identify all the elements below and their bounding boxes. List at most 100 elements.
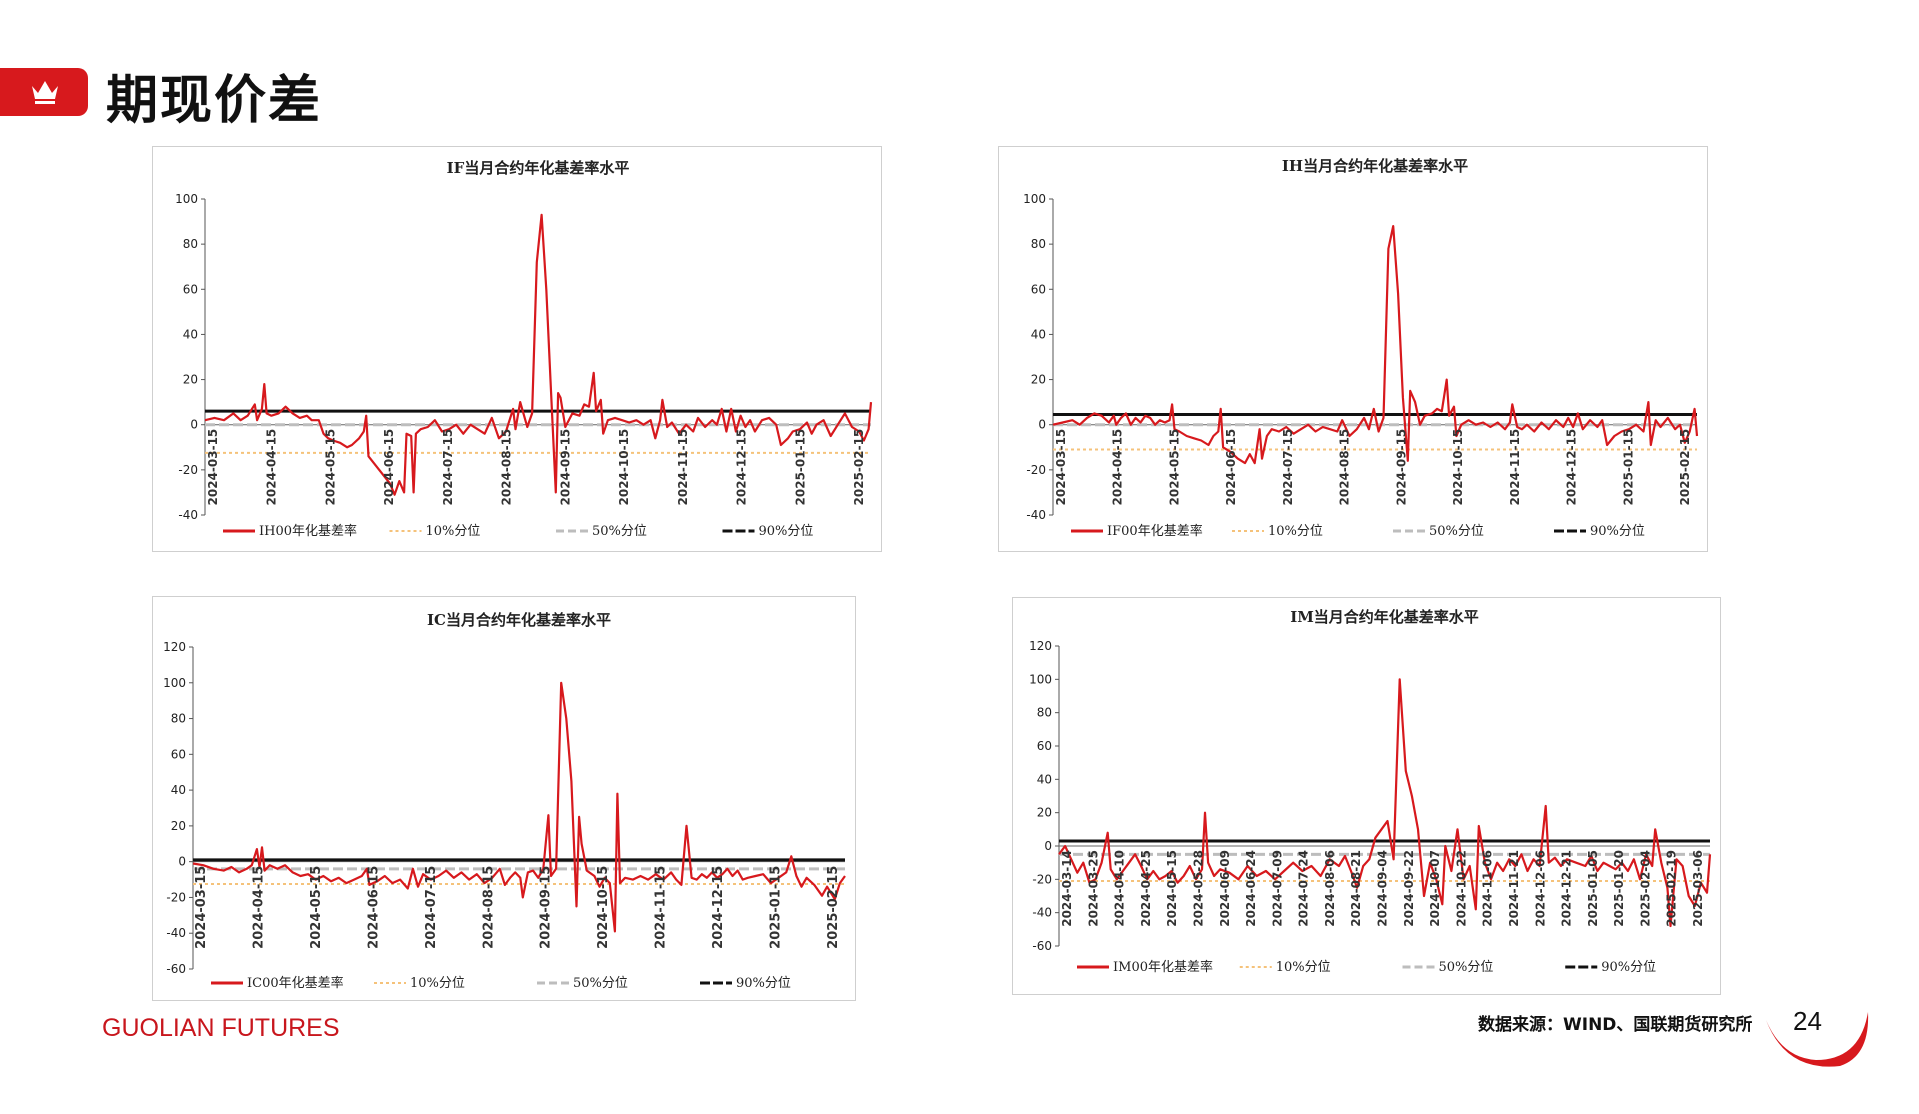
y-tick-label: 0 <box>1044 839 1052 853</box>
legend-label: 10%分位 <box>1268 524 1323 539</box>
x-tick-label: 2024-07-24 <box>1297 850 1311 927</box>
y-tick-label: 0 <box>190 418 198 432</box>
y-tick-label: 60 <box>183 282 198 296</box>
x-tick-label: 2024-12-06 <box>1533 850 1547 927</box>
y-tick-label: 20 <box>1031 373 1046 387</box>
x-tick-label: 2024-06-15 <box>366 866 381 949</box>
y-tick-label: 40 <box>183 327 198 341</box>
y-tick-label: 100 <box>163 676 186 690</box>
x-tick-label: 2024-07-15 <box>1281 429 1295 506</box>
legend-label: 50%分位 <box>1439 960 1494 975</box>
y-tick-label: 40 <box>171 783 186 797</box>
y-tick-label: 0 <box>1038 418 1046 432</box>
x-tick-label: 2024-05-15 <box>324 429 338 506</box>
x-tick-label: 2024-03-15 <box>194 866 209 949</box>
x-tick-label: 2024-11-15 <box>676 429 690 506</box>
legend-label: 90%分位 <box>736 976 791 991</box>
x-tick-label: 2024-07-09 <box>1270 850 1284 927</box>
x-tick-label: 2024-09-04 <box>1376 850 1390 927</box>
x-tick-label: 2024-03-15 <box>1054 429 1068 506</box>
x-tick-label: 2024-05-15 <box>309 866 324 949</box>
x-tick-label: 2024-10-15 <box>1451 429 1465 506</box>
y-tick-label: 80 <box>1037 706 1052 720</box>
chart-title-ih: IH当月合约年化基差率水平 <box>1282 157 1468 175</box>
x-tick-label: 2024-12-21 <box>1560 850 1574 927</box>
y-tick-label: 80 <box>183 237 198 251</box>
chart-panel-ih: IH当月合约年化基差率水平 -40 -20 0 20 40 60 80 100 2024-03-1… <box>998 146 1708 552</box>
chart-title-ic: IC当月合约年化基差率水平 <box>427 611 611 629</box>
chart-if: IF当月合约年化基差率水平 -40 -20 0 20 40 60 80 100 2024-03-1… <box>175 159 873 539</box>
y-tick-label: 60 <box>1031 282 1046 296</box>
x-tick-label: 2024-11-15 <box>1508 429 1522 506</box>
x-tick-label: 2024-08-21 <box>1349 850 1363 927</box>
chart-panel-ic: IC当月合约年化基差率水平 -60 -40 -20 0 20 40 60 80 100 120 202… <box>152 596 856 1001</box>
x-tick-label: 2024-09-15 <box>539 866 554 949</box>
x-tick-label: 2024-05-15 <box>1165 850 1179 927</box>
y-tick-label: -20 <box>1032 872 1052 886</box>
x-tick-label: 2024-12-15 <box>1565 429 1579 506</box>
x-tick-label: 2024-10-15 <box>596 866 611 949</box>
x-tick-label: 2024-08-15 <box>1338 429 1352 506</box>
y-tick-label: -20 <box>166 890 186 904</box>
series-line-if <box>204 213 873 496</box>
page-arc-decoration <box>1766 1012 1869 1067</box>
legend-label: IM00年化基差率 <box>1113 959 1213 975</box>
y-tick-label: 100 <box>1029 672 1052 686</box>
page-title: 期现价差 <box>106 71 323 131</box>
x-tick-label: 2024-03-25 <box>1086 850 1100 927</box>
series-line-im <box>1058 678 1712 928</box>
legend-im: IM00年化基差率 10%分位 50%分位 90%分位 <box>1077 959 1656 975</box>
crown-icon <box>32 81 58 104</box>
y-tick-label: -40 <box>1026 508 1046 522</box>
page-number: 24 <box>1793 1006 1822 1036</box>
series-line-ih <box>1052 225 1699 465</box>
x-tick-label: 2024-08-15 <box>500 429 514 506</box>
y-tick-label: 80 <box>1031 237 1046 251</box>
chart-title-im: IM当月合约年化基差率水平 <box>1290 608 1479 626</box>
x-tick-label: 2024-03-15 <box>206 429 220 506</box>
x-tick-label: 2024-11-06 <box>1481 850 1495 927</box>
legend-label: 90%分位 <box>1590 524 1645 539</box>
y-tick-label: 60 <box>171 747 186 761</box>
y-tick-label: 80 <box>171 712 186 726</box>
legend-label: 50%分位 <box>1429 524 1484 539</box>
x-tick-label: 2024-11-21 <box>1507 850 1521 927</box>
legend-label: IF00年化基差率 <box>1107 523 1203 539</box>
legend-label: 10%分位 <box>426 524 481 539</box>
x-tick-label: 2024-06-15 <box>1224 429 1238 506</box>
x-tick-label: 2025-01-20 <box>1612 850 1626 927</box>
chart-title-if: IF当月合约年化基差率水平 <box>447 159 630 177</box>
y-tick-label: 20 <box>171 819 186 833</box>
y-tick-label: 120 <box>1029 639 1052 653</box>
y-tick-label: 40 <box>1031 327 1046 341</box>
legend-label: 50%分位 <box>573 976 628 991</box>
y-tick-label: -60 <box>1032 939 1052 953</box>
y-tick-label: 40 <box>1037 772 1052 786</box>
x-tick-label: 2024-05-28 <box>1192 850 1206 927</box>
x-tick-label: 2025-01-15 <box>1621 429 1635 506</box>
legend-label: IC00年化基差率 <box>247 975 344 991</box>
y-tick-label: 20 <box>1037 806 1052 820</box>
x-tick-label: 2024-12-15 <box>735 429 749 506</box>
x-tick-label: 2024-09-15 <box>558 429 572 506</box>
x-tick-label: 2024-05-15 <box>1168 429 1182 506</box>
x-tick-label: 2024-08-15 <box>481 866 496 949</box>
chart-panel-if: IF当月合约年化基差率水平 -40 -20 0 20 40 60 80 100 2024-03-1… <box>152 146 882 552</box>
x-tick-label: 2025-01-05 <box>1586 850 1600 927</box>
y-tick-label: -20 <box>1026 463 1046 477</box>
x-tick-label: 2024-07-15 <box>441 429 455 506</box>
y-tick-label: 20 <box>183 373 198 387</box>
x-tick-label: 2024-07-15 <box>424 866 439 949</box>
legend-if: IH00年化基差率 10%分位 50%分位 90%分位 <box>223 523 813 539</box>
y-tick-label: -40 <box>178 508 198 522</box>
legend-ih: IF00年化基差率 10%分位 50%分位 90%分位 <box>1071 523 1645 539</box>
x-tick-label: 2025-02-15 <box>852 429 866 506</box>
x-tick-label: 2024-04-15 <box>252 866 267 949</box>
chart-ic: IC当月合约年化基差率水平 -60 -40 -20 0 20 40 60 80 100 120 202… <box>163 611 846 991</box>
chart-ih: IH当月合约年化基差率水平 -40 -20 0 20 40 60 80 100 2024-03-1… <box>1023 157 1699 539</box>
y-tick-label: 100 <box>1023 192 1046 206</box>
y-tick-label: -40 <box>1032 906 1052 920</box>
data-source: 数据来源：WIND、国联期货研究所 <box>1478 1015 1753 1035</box>
x-tick-label: 2024-06-24 <box>1244 850 1258 927</box>
legend-label: 10%分位 <box>1276 960 1331 975</box>
